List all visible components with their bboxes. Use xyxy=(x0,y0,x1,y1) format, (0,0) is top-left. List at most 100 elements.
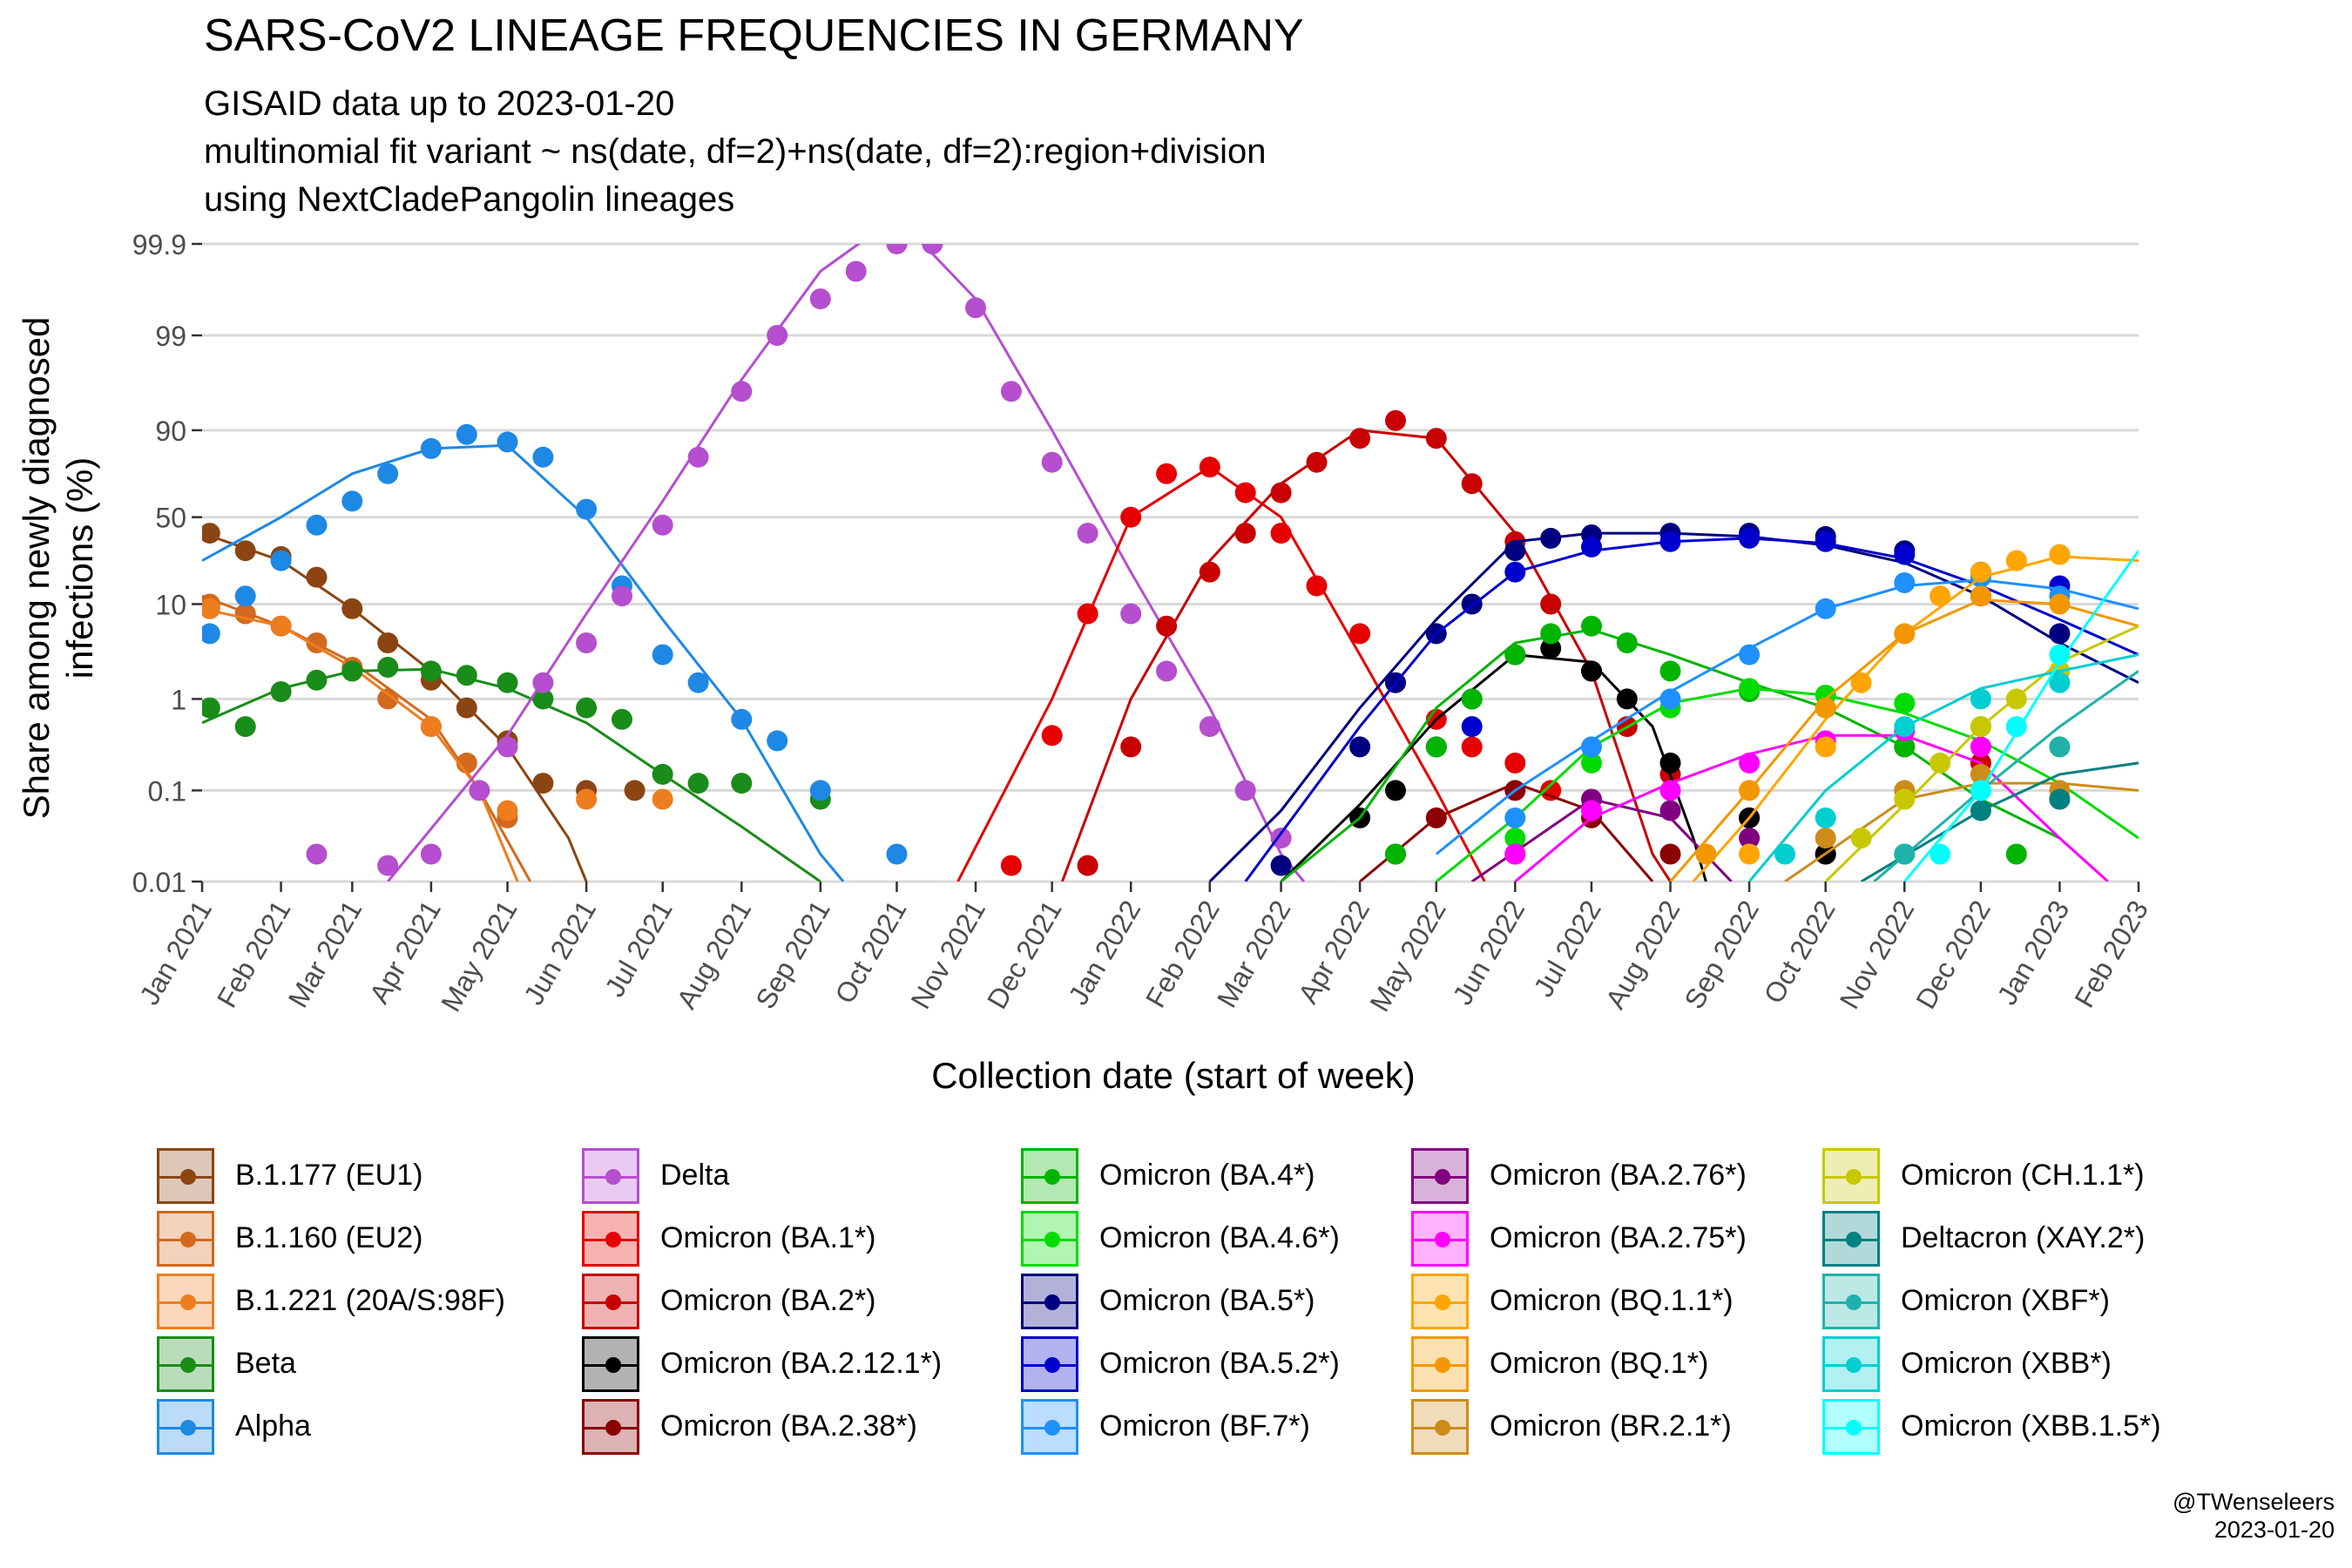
data-point xyxy=(2049,672,2071,693)
data-point xyxy=(1815,807,1836,828)
data-point xyxy=(1461,716,1483,738)
chart-legend: B.1.177 (EU1) B.1.160 (EU2) B.1.221 (20A/S… xyxy=(148,1148,2291,1497)
legend-item: Beta xyxy=(148,1336,584,1392)
data-point xyxy=(1581,660,1602,682)
data-point xyxy=(1659,660,1681,682)
data-point xyxy=(809,288,831,310)
data-point xyxy=(731,708,753,730)
legend-item: Omicron (BA.2.38*) xyxy=(573,1399,1009,1455)
data-point xyxy=(1385,409,1406,431)
fit-line xyxy=(387,244,1306,882)
x-tick-label: Nov 2021 xyxy=(904,896,991,1015)
legend-key xyxy=(157,1148,214,1204)
data-point xyxy=(2049,644,2071,666)
fit-line xyxy=(202,607,519,882)
x-tick-label: Dec 2021 xyxy=(981,896,1068,1015)
legend-key-dot xyxy=(1435,1420,1450,1436)
data-point xyxy=(1270,482,1292,504)
legend-key xyxy=(157,1336,214,1392)
x-tick-label: Jun 2022 xyxy=(1446,896,1531,1010)
data-point xyxy=(532,446,554,468)
data-point xyxy=(886,843,908,865)
data-point xyxy=(497,431,518,453)
legend-key-dot xyxy=(1435,1357,1450,1373)
data-point xyxy=(1894,693,1916,714)
data-point xyxy=(306,566,328,588)
legend-key xyxy=(157,1211,214,1267)
data-point xyxy=(1120,736,1142,758)
legend-key xyxy=(1822,1336,1880,1392)
data-point xyxy=(612,585,632,607)
data-point xyxy=(576,697,598,719)
data-point xyxy=(1540,623,1562,645)
legend-key xyxy=(157,1274,214,1329)
data-point xyxy=(1199,716,1220,738)
data-point xyxy=(1970,716,1991,738)
x-tick-label: Apr 2021 xyxy=(363,896,447,1009)
data-point xyxy=(270,615,292,637)
legend-label: Alpha xyxy=(235,1409,311,1443)
legend-label: Omicron (BR.2.1*) xyxy=(1490,1409,1732,1443)
legend-key-dot xyxy=(1846,1420,1862,1436)
credit: @TWenseleers 2023-01-20 xyxy=(2173,1488,2335,1544)
data-point xyxy=(202,623,220,645)
data-point xyxy=(1581,615,1602,637)
data-point xyxy=(965,297,986,319)
legend-item: Omicron (XBB.1.5*) xyxy=(1814,1399,2249,1455)
data-point xyxy=(532,773,554,794)
legend-item: Omicron (XBB*) xyxy=(1814,1336,2249,1392)
data-point xyxy=(1659,780,1681,801)
data-point xyxy=(1850,828,1872,849)
data-point xyxy=(1504,540,1526,562)
data-point xyxy=(2049,736,2071,758)
legend-key-dot xyxy=(605,1357,621,1373)
data-point xyxy=(767,730,788,752)
data-point xyxy=(377,657,399,678)
grid-lines xyxy=(202,242,2139,883)
legend-key-dot xyxy=(180,1357,196,1373)
data-point xyxy=(420,843,442,865)
data-point xyxy=(1739,678,1761,700)
data-point xyxy=(1234,780,1256,801)
x-tick-label: Jul 2021 xyxy=(598,896,679,1003)
data-point xyxy=(377,632,399,653)
data-point xyxy=(1970,800,1991,821)
series-group xyxy=(1060,409,1991,882)
data-point xyxy=(1041,451,1063,473)
legend-item: Alpha xyxy=(148,1399,584,1455)
legend-key-dot xyxy=(1846,1169,1862,1185)
legend-key xyxy=(582,1148,639,1204)
data-point xyxy=(1894,623,1916,645)
data-point xyxy=(2005,550,2027,571)
data-point xyxy=(1425,736,1447,758)
legend-key xyxy=(1822,1148,1880,1204)
legend-item: B.1.221 (20A/S:98F) xyxy=(148,1274,584,1329)
legend-key-dot xyxy=(605,1169,621,1185)
legend-key xyxy=(1822,1399,1880,1455)
fit-line xyxy=(202,594,532,882)
series-group xyxy=(1669,585,2139,882)
data-point xyxy=(341,660,363,682)
legend-item: Omicron (BA.2.75*) xyxy=(1402,1211,1838,1267)
data-point xyxy=(886,244,908,254)
x-tick-label: Jan 2022 xyxy=(1062,896,1146,1010)
data-point xyxy=(2049,544,2071,565)
data-point xyxy=(2005,688,2027,710)
data-point xyxy=(1815,697,1836,719)
y-tick-label: 50 xyxy=(155,503,186,534)
legend-item: Omicron (BA.5.2*) xyxy=(1012,1336,1448,1392)
y-tick-label: 0.01 xyxy=(132,867,186,898)
data-point xyxy=(1815,736,1836,758)
data-point xyxy=(1930,843,1951,865)
series-group xyxy=(1435,566,2139,855)
x-tick-label: Nov 2022 xyxy=(1834,896,1921,1015)
legend-item: Delta xyxy=(573,1148,1009,1204)
data-point xyxy=(1970,688,1991,710)
legend-key xyxy=(1411,1148,1469,1204)
data-point xyxy=(652,788,673,810)
data-point xyxy=(1970,585,1991,607)
data-point xyxy=(2049,623,2071,645)
data-point xyxy=(1894,843,1916,865)
